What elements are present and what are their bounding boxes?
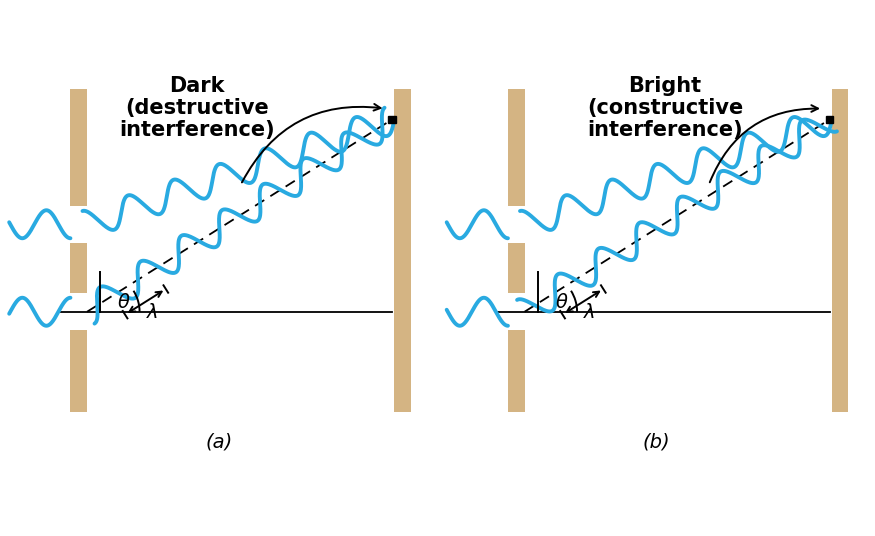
- Text: θ: θ: [118, 293, 130, 312]
- Bar: [826, 116, 834, 123]
- Text: λ: λ: [147, 303, 158, 323]
- Bar: [388, 116, 396, 123]
- Text: (b): (b): [642, 433, 670, 452]
- Text: Dark
(destructive
interference): Dark (destructive interference): [119, 76, 275, 140]
- Text: Bright
(constructive
interference): Bright (constructive interference): [587, 76, 743, 140]
- Text: λ: λ: [584, 303, 596, 323]
- Text: θ: θ: [556, 293, 567, 312]
- Text: (a): (a): [205, 433, 233, 452]
